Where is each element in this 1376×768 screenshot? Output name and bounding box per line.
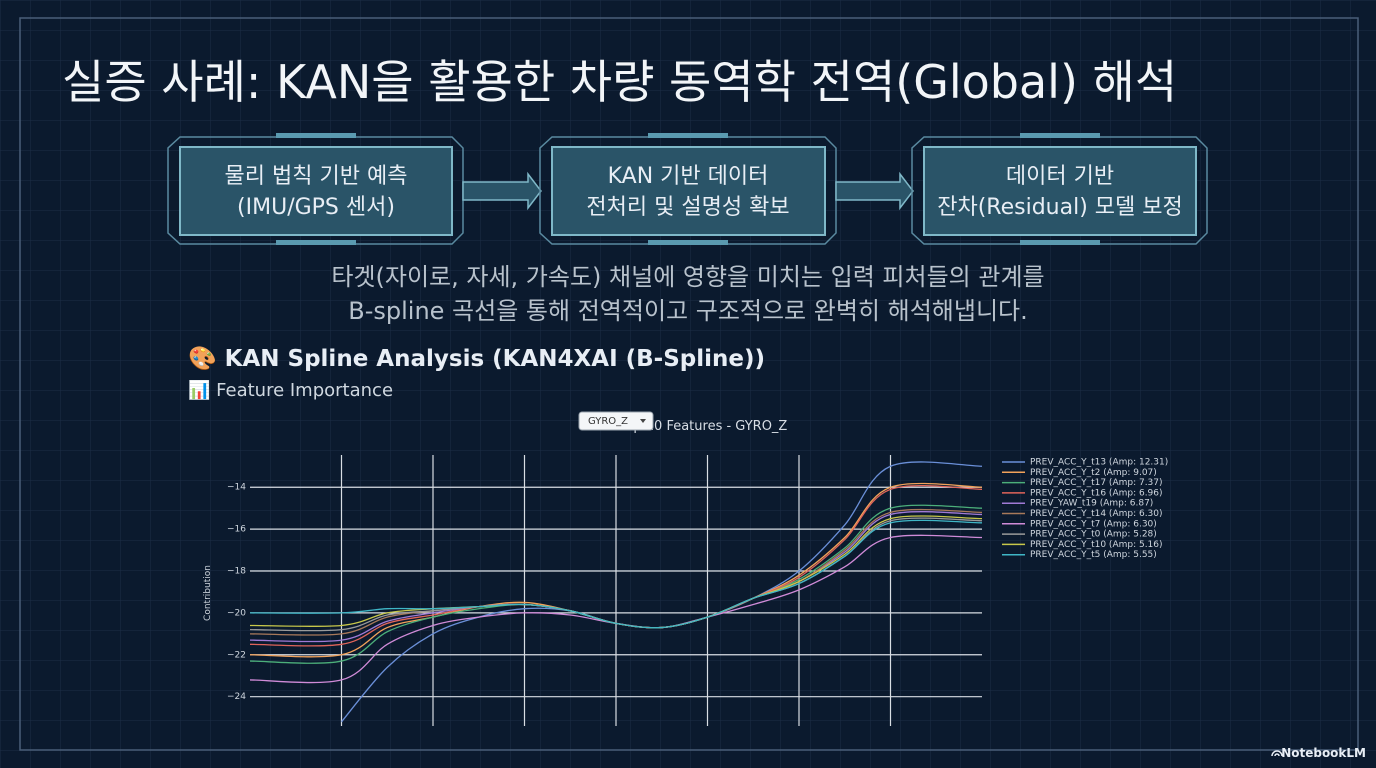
legend-label: PREV_ACC_Y_t2 (Amp: 9.07) [1030, 468, 1157, 478]
legend-label: PREV_YAW_t19 (Amp: 6.87) [1030, 499, 1153, 509]
slide-title: 실증 사례: KAN을 활용한 차량 동역학 전역(Global) 해석 [62, 55, 1177, 109]
y-axis-label: Contribution [203, 565, 213, 621]
step-line: 데이터 기반 [1006, 164, 1114, 189]
section-title: 🎨 KAN Spline Analysis (KAN4XAI (B-Spline… [188, 344, 765, 372]
step-line: 물리 법칙 기반 예측 [225, 164, 408, 189]
brand: NotebookLM [1281, 746, 1366, 760]
subsection-title: 📊 Feature Importance [188, 379, 393, 401]
step-line: KAN 기반 데이터 [608, 164, 769, 189]
legend-label: PREV_ACC_Y_t0 (Amp: 5.28) [1030, 530, 1157, 540]
legend-label: PREV_ACC_Y_t10 (Amp: 5.16) [1030, 540, 1163, 550]
dropdown[interactable]: GYRO_Z [578, 411, 654, 431]
step-line: (IMU/GPS 센서) [237, 195, 395, 220]
dropdown-caret[interactable] [640, 419, 646, 423]
brand-icon [1271, 750, 1283, 757]
y-tick-label: −24 [227, 692, 246, 702]
legend-label: PREV_ACC_Y_t16 (Amp: 6.96) [1030, 488, 1163, 498]
flow: 물리 법칙 기반 예측 (IMU/GPS 센서) KAN 기반 데이터 전처리 … [167, 133, 1208, 245]
dropdown-value[interactable]: GYRO_Z [588, 416, 628, 427]
description: B-spline 곡선을 통해 전역적이고 구조적으로 완벽히 해석해냅니다. [348, 297, 1028, 325]
legend-label: PREV_ACC_Y_t13 (Amp: 12.31) [1030, 458, 1168, 468]
step-box: KAN 기반 데이터 전처리 및 설명성 확보 [539, 133, 837, 245]
dropdown-box[interactable] [578, 411, 654, 431]
arrow [835, 171, 914, 211]
y-tick-label: −16 [227, 525, 246, 535]
step-box: 물리 법칙 기반 예측 (IMU/GPS 센서) [167, 133, 464, 245]
step-box: 데이터 기반 잔차(Residual) 모델 보정 [911, 133, 1208, 245]
series-line [249, 519, 983, 629]
step-line: 잔차(Residual) 모델 보정 [937, 195, 1183, 220]
legend-label: PREV_ACC_Y_t7 (Amp: 6.30) [1030, 519, 1157, 529]
y-tick-label: −18 [227, 567, 246, 577]
legend-label: PREV_ACC_Y_t5 (Amp: 5.55) [1030, 550, 1157, 560]
legend-label: PREV_ACC_Y_t14 (Amp: 6.30) [1030, 509, 1163, 519]
step-line: 전처리 및 설명성 확보 [586, 195, 789, 220]
y-tick-label: −20 [227, 608, 246, 618]
legend-label: PREV_ACC_Y_t17 (Amp: 7.37) [1030, 478, 1163, 488]
y-tick-label: −14 [227, 483, 246, 493]
frame [19, 17, 1359, 751]
arrow [462, 171, 542, 211]
y-tick-label: −22 [227, 650, 246, 660]
description: 타겟(자이로, 자세, 가속도) 채널에 영향을 미치는 입력 피처들의 관계를 [331, 263, 1044, 291]
